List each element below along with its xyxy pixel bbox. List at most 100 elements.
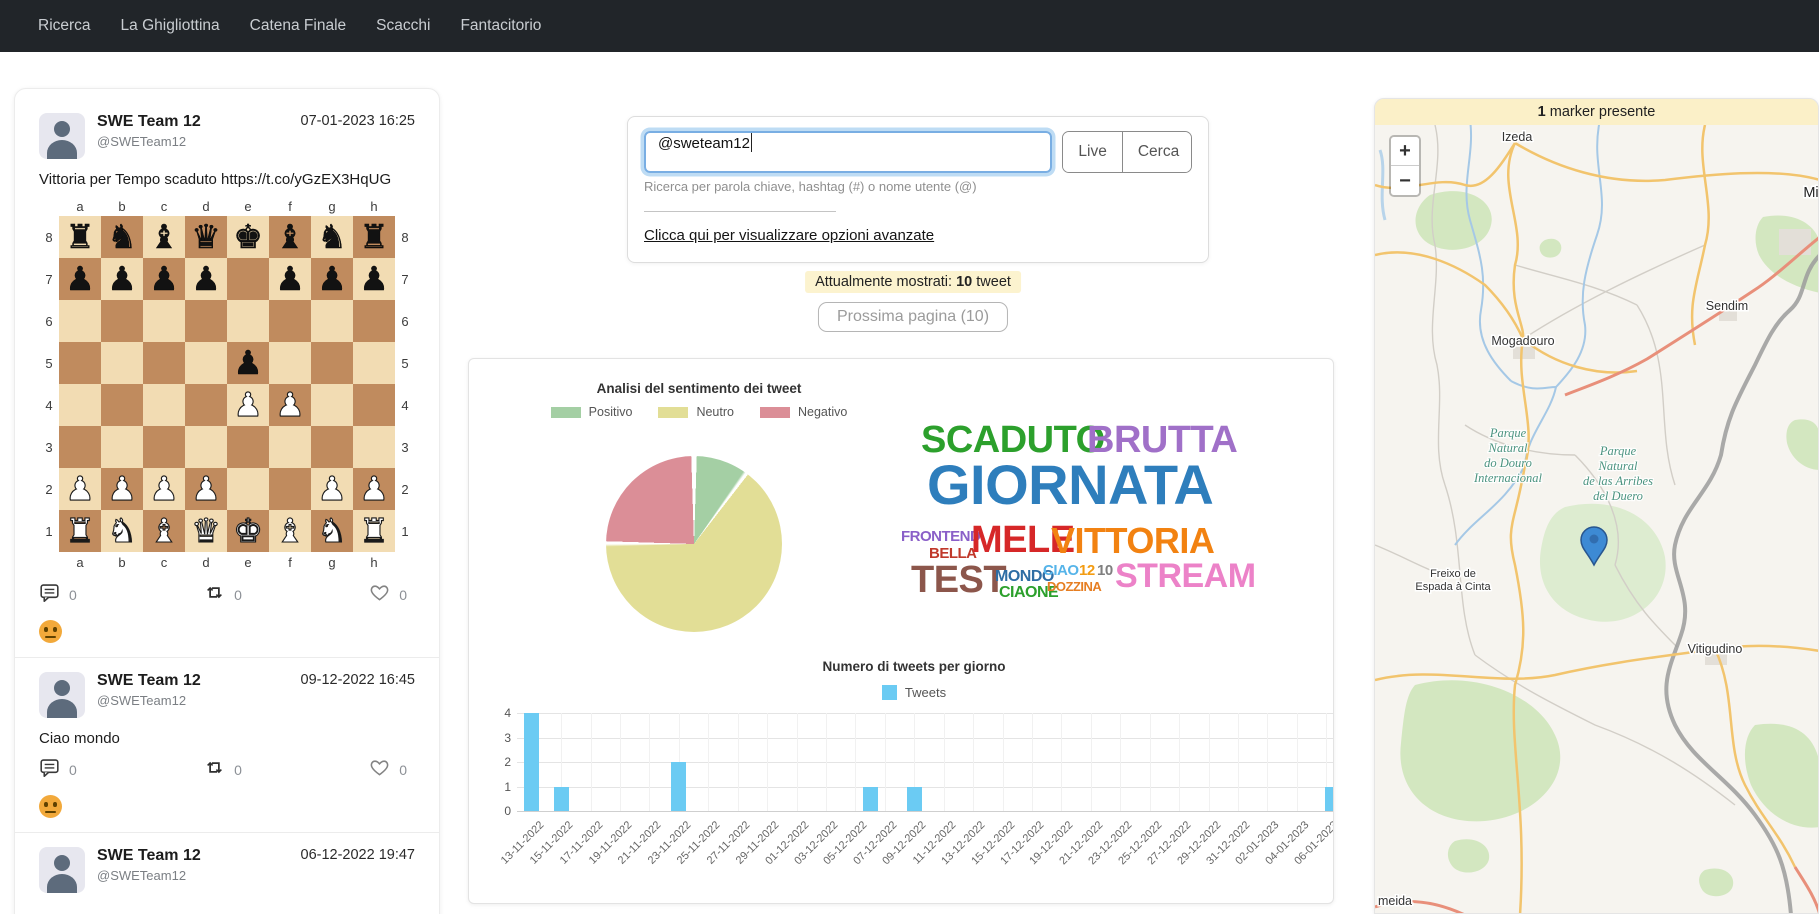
board-coordinate bbox=[39, 196, 59, 216]
legend-swatch bbox=[759, 406, 790, 418]
comment-icon bbox=[39, 582, 60, 608]
gridline bbox=[1002, 713, 1004, 811]
like-button[interactable]: 0 bbox=[369, 582, 407, 608]
cloud-word: STREAM bbox=[1115, 557, 1256, 595]
map-canvas[interactable]: Izeda Mi Mogadouro Sendim Parque Natural do Do… bbox=[1375, 119, 1818, 913]
gridline bbox=[708, 713, 710, 811]
cerca-button[interactable]: Cerca bbox=[1121, 132, 1192, 172]
gridline bbox=[1032, 713, 1033, 811]
reply-button[interactable]: 0 bbox=[39, 582, 77, 608]
chess-piece: ♛ bbox=[191, 217, 221, 256]
action-count: 0 bbox=[234, 762, 242, 778]
gridline bbox=[737, 713, 739, 811]
nav-item-scacchi[interactable]: Scacchi bbox=[376, 17, 431, 34]
tweet-list-card: SWE Team 12 @SWETeam12 07-01-2023 16:25 Vit… bbox=[14, 88, 440, 914]
tweet-author-handle: @SWETeam12 bbox=[97, 868, 187, 883]
avatar bbox=[39, 113, 85, 159]
action-count: 0 bbox=[69, 587, 77, 603]
map-marker[interactable] bbox=[1580, 526, 1608, 567]
map-label: Sendim bbox=[1706, 299, 1748, 313]
tweet-author-name: SWE Team 12 bbox=[97, 672, 201, 689]
board-coordinate: e bbox=[244, 554, 252, 570]
tweet-count-bar bbox=[1324, 786, 1333, 811]
y-axis-label: 0 bbox=[504, 804, 511, 818]
map-label: Natural bbox=[1598, 459, 1638, 473]
gridline bbox=[561, 713, 563, 811]
board-square bbox=[59, 384, 101, 426]
board-square bbox=[311, 342, 353, 384]
board-square: ♜ bbox=[59, 216, 101, 258]
board-coordinate: 6 bbox=[45, 313, 53, 329]
retweet-button[interactable]: 0 bbox=[204, 582, 242, 608]
board-square bbox=[143, 384, 185, 426]
board-square bbox=[59, 342, 101, 384]
nav-item-catena-finale[interactable]: Catena Finale bbox=[249, 17, 347, 34]
map-label: meida bbox=[1378, 894, 1412, 908]
board-coordinate: b bbox=[118, 198, 126, 214]
chess-piece: ♟ bbox=[107, 468, 138, 508]
board-coordinate: 2 bbox=[45, 481, 53, 497]
tweet-text: Ciao mondo bbox=[39, 730, 120, 747]
board-square: ♟ bbox=[143, 468, 185, 510]
like-button[interactable]: 0 bbox=[369, 757, 407, 783]
map-label: del Duero bbox=[1593, 489, 1643, 503]
zoom-out-button[interactable]: − bbox=[1391, 166, 1419, 195]
board-square bbox=[143, 426, 185, 468]
tweet-author: SWE Team 12 @SWETeam12 bbox=[97, 672, 201, 708]
chess-piece: ♟ bbox=[233, 343, 263, 382]
chess-piece: ♟ bbox=[275, 259, 305, 298]
gridline bbox=[517, 811, 1333, 812]
legend-item: Positivo bbox=[550, 405, 632, 419]
reply-button[interactable]: 0 bbox=[39, 757, 77, 783]
legend-label: Negativo bbox=[797, 405, 848, 419]
board-coordinate: 8 bbox=[45, 229, 53, 245]
nav-item-fantacitorio[interactable]: Fantacitorio bbox=[460, 17, 542, 34]
cloud-word: CIAO bbox=[1043, 562, 1079, 579]
chess-piece: ♝ bbox=[275, 217, 305, 256]
tweets-per-day-chart: 4 3 2 1 0 13-11-2022 15-11-2022 17-11-2022 19-11… bbox=[498, 706, 1333, 867]
nav-item-la-ghigliottina[interactable]: La Ghigliottina bbox=[120, 17, 220, 34]
gridline bbox=[943, 713, 945, 811]
board-coordinate: 6 bbox=[401, 313, 409, 329]
cloud-word: DOZZINA bbox=[1047, 579, 1102, 594]
heart-icon bbox=[369, 757, 390, 783]
chess-piece: ♜ bbox=[65, 217, 95, 256]
cloud-word: VITTORIA bbox=[1051, 520, 1215, 561]
gridline bbox=[517, 762, 1333, 763]
zoom-in-button[interactable]: + bbox=[1391, 137, 1419, 166]
y-axis-label: 3 bbox=[504, 730, 511, 745]
board-square bbox=[185, 342, 227, 384]
y-axis-label: 2 bbox=[504, 755, 511, 769]
nav-item-ricerca[interactable]: Ricerca bbox=[38, 17, 91, 34]
board-square: ♞ bbox=[101, 216, 143, 258]
board-coordinate: a bbox=[76, 554, 84, 570]
gridline bbox=[517, 737, 1333, 739]
comment-icon bbox=[39, 757, 60, 783]
next-page-button[interactable]: Prossima pagina (10) bbox=[817, 302, 1009, 332]
map-label: de las Arribes bbox=[1583, 474, 1653, 488]
chess-piece: ♟ bbox=[65, 468, 96, 508]
gridline bbox=[1061, 713, 1063, 811]
board-square: ♛ bbox=[185, 510, 227, 552]
live-button[interactable]: Live bbox=[1063, 132, 1122, 172]
search-input[interactable]: @sweteam12 bbox=[644, 131, 1053, 173]
board-coordinate: h bbox=[370, 554, 378, 570]
board-square: ♟ bbox=[185, 258, 227, 300]
tweet-timestamp: 07-01-2023 16:25 bbox=[300, 113, 416, 129]
retweet-button[interactable]: 0 bbox=[204, 757, 242, 783]
advanced-options-link[interactable]: Clicca qui per visualizzare opzioni avan… bbox=[644, 227, 935, 244]
action-count: 0 bbox=[399, 587, 407, 603]
chess-piece: ♟ bbox=[233, 384, 264, 424]
board-coordinate: 4 bbox=[45, 397, 53, 413]
board-square bbox=[353, 342, 395, 384]
map-main-road bbox=[1375, 236, 1818, 913]
chess-piece: ♝ bbox=[275, 510, 306, 550]
map-label: Internacional bbox=[1473, 471, 1543, 485]
map-label: Mi bbox=[1803, 185, 1818, 201]
tweet-author: SWE Team 12 @SWETeam12 bbox=[97, 113, 201, 149]
chess-piece: ♝ bbox=[149, 217, 179, 256]
chess-piece: ♞ bbox=[107, 510, 138, 550]
board-coordinate: f bbox=[288, 198, 292, 214]
